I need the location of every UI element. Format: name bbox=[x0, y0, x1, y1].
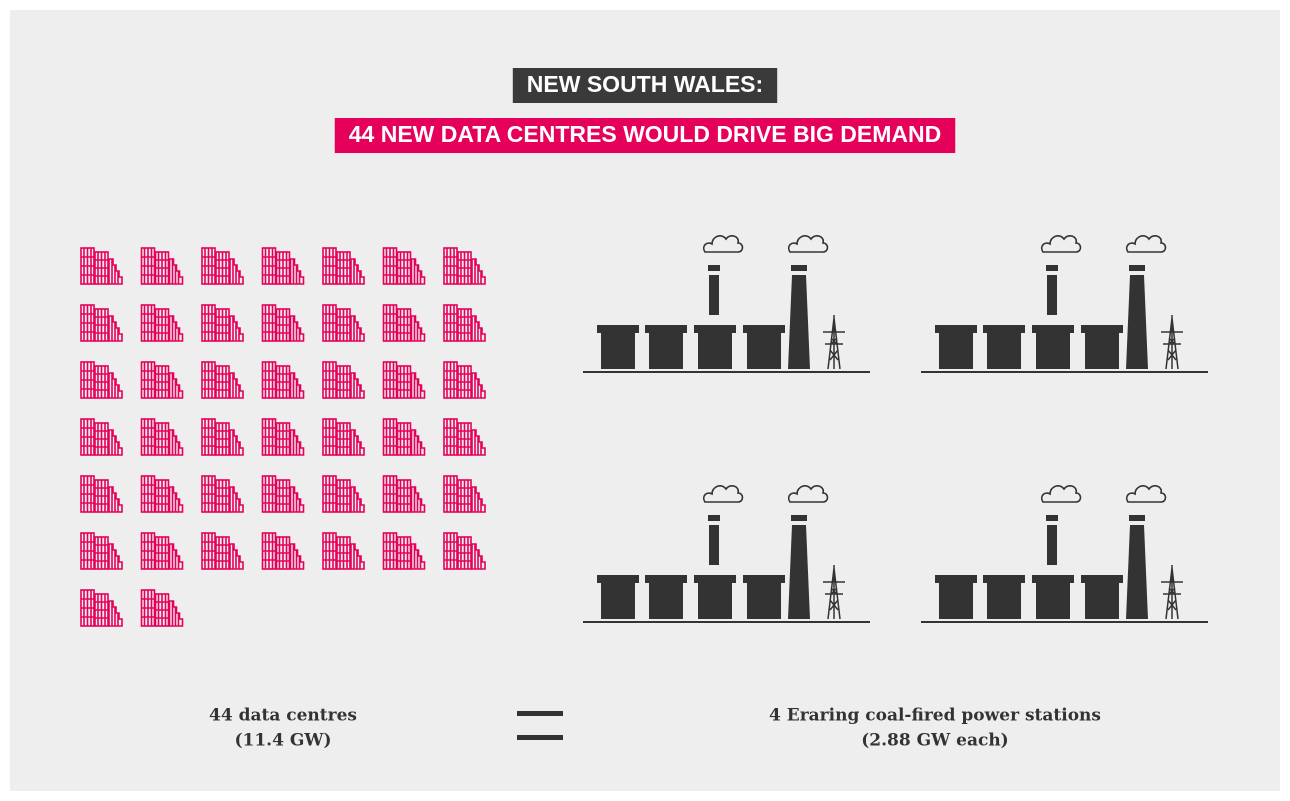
equals-sign bbox=[517, 735, 563, 740]
title-line: 44 NEW DATA CENTRES WOULD DRIVE BIG DEMA… bbox=[349, 121, 941, 147]
infographic: NEW SOUTH WALES: 44 NEW DATA CENTRES WOU… bbox=[0, 0, 1290, 801]
title-line: NEW SOUTH WALES: bbox=[527, 71, 763, 97]
right-sub: (2.88 GW each) bbox=[861, 731, 1008, 751]
right-label: 4 Eraring coal-fired power stations bbox=[769, 706, 1101, 726]
left-sub: (11.4 GW) bbox=[234, 731, 331, 751]
equals-sign bbox=[517, 711, 563, 716]
left-label: 44 data centres bbox=[209, 706, 357, 726]
